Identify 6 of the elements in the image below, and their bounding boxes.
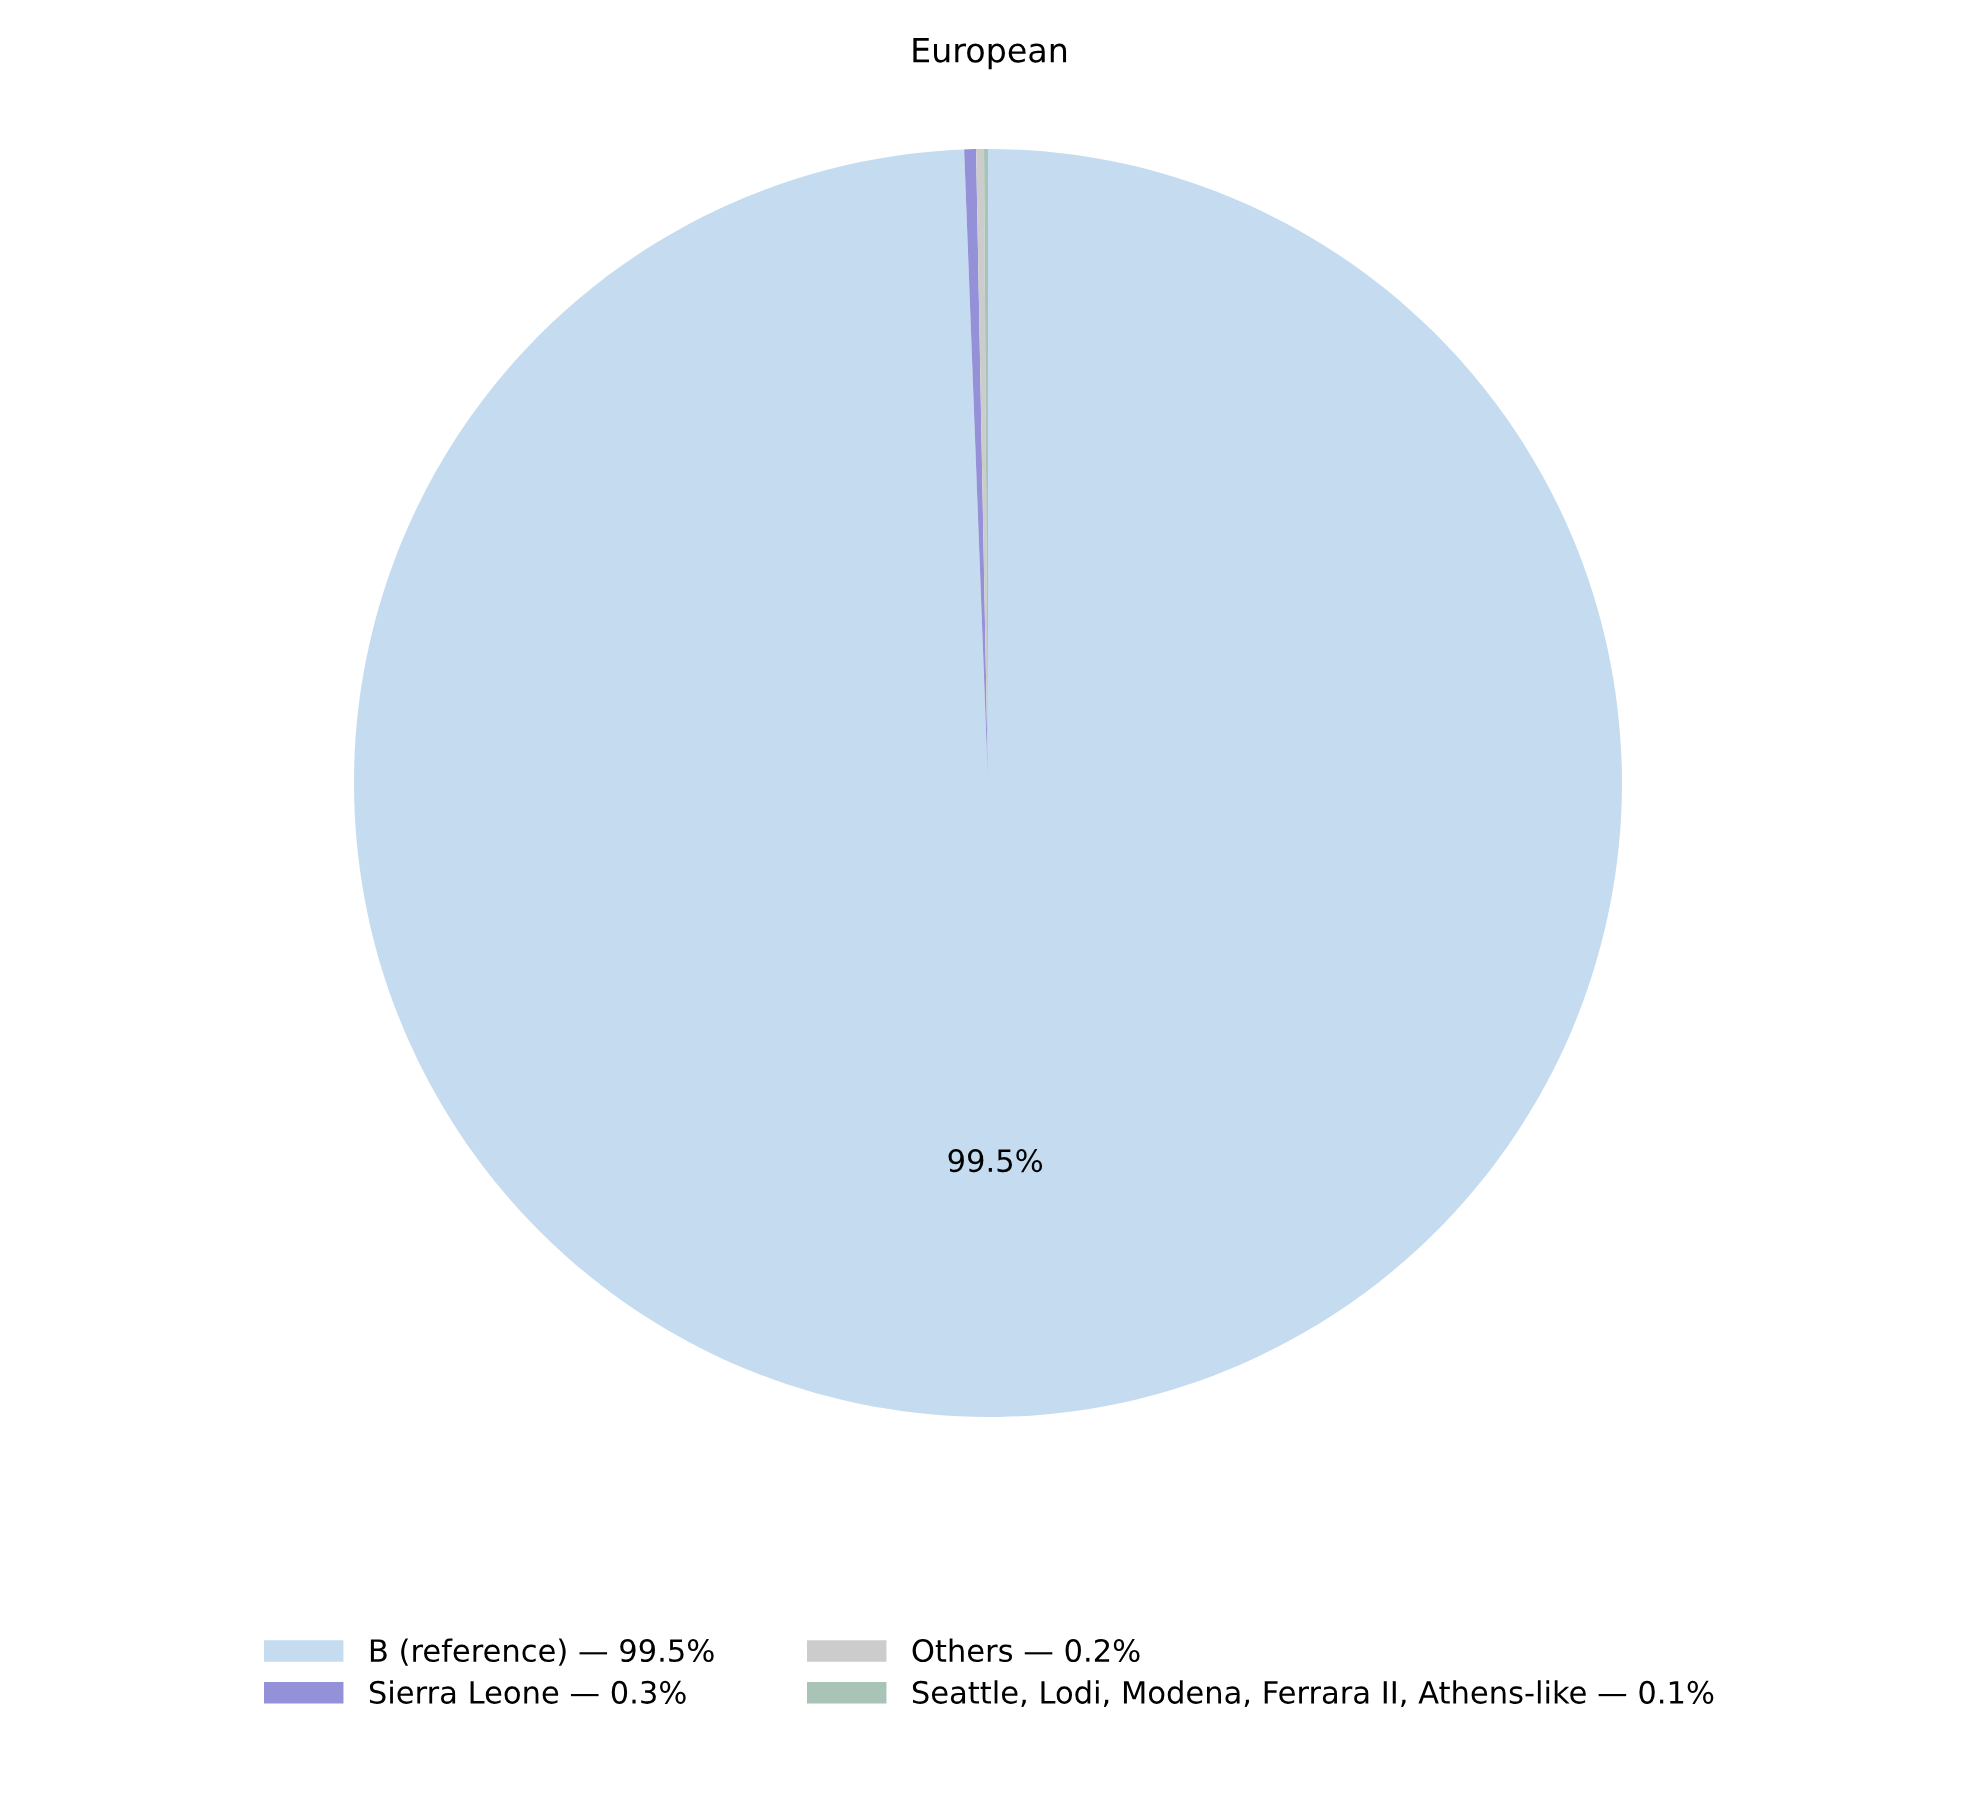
legend-label: B (reference) — 99.5% [370,1638,714,1666]
chart-title: European [913,37,1067,70]
legend-label: Others — 0.2% [912,1638,1140,1663]
legend-label: Sierra Leone — 0.3% [369,1680,686,1704]
data-label: 99.5% [948,1149,1043,1173]
legend-label: Seattle, Lodi, Modena, Ferrara II, Athens-like — 0.1% [912,1680,1714,1708]
